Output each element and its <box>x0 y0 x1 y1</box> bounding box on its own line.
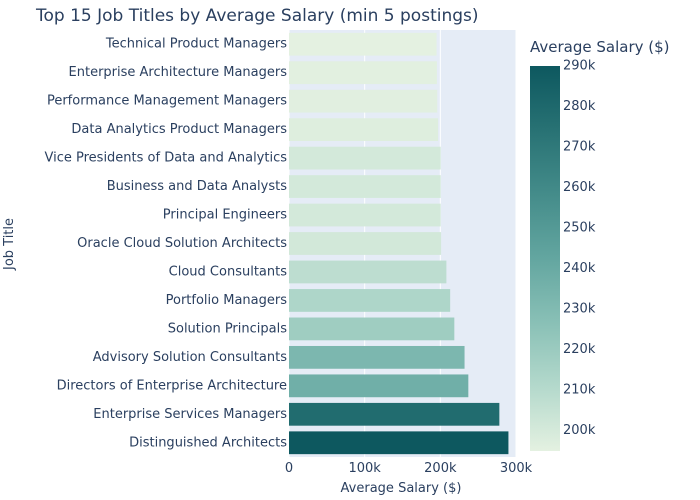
colorbar-tick-label: 210k <box>563 383 596 398</box>
y-tick-label: Vice Presidents of Data and Analytics <box>45 151 288 166</box>
bar <box>289 146 441 170</box>
y-tick-label: Portfolio Managers <box>166 293 288 308</box>
bar <box>289 374 469 398</box>
x-tick-labels: 0 100k 200k 300k <box>285 461 533 476</box>
colorbar-tick-label: 290k <box>563 59 596 74</box>
colorbar-tick-label: 260k <box>563 180 596 195</box>
colorbar-tick-labels: 200k 210k 220k 230k 240k 250k 260k 270k 280k 290k <box>563 59 596 439</box>
y-axis-label: Job Title <box>2 218 17 271</box>
x-tick-label: 300k <box>500 461 533 476</box>
y-tick-label: Distinguished Architects <box>129 435 287 450</box>
bar <box>289 431 509 455</box>
y-tick-label: Oracle Cloud Solution Architects <box>77 236 287 251</box>
bar <box>289 203 441 227</box>
x-axis-label: Average Salary ($) <box>341 481 462 496</box>
bar <box>289 118 439 142</box>
bars <box>289 32 509 455</box>
x-tick-label: 100k <box>348 461 381 476</box>
colorbar-title: Average Salary ($) <box>530 38 670 56</box>
chart-title: Top 15 Job Titles by Average Salary (min… <box>35 6 479 26</box>
y-tick-label: Directors of Enterprise Architecture <box>57 378 287 393</box>
x-tick-label: 200k <box>424 461 457 476</box>
y-tick-label: Performance Management Managers <box>47 94 287 109</box>
colorbar-tick-label: 250k <box>563 221 596 236</box>
y-tick-label: Technical Product Managers <box>105 37 287 52</box>
bar <box>289 345 465 369</box>
y-tick-label: Data Analytics Product Managers <box>71 122 287 137</box>
colorbar <box>530 66 560 451</box>
y-tick-label: Solution Principals <box>168 321 287 336</box>
colorbar-tick-label: 240k <box>563 261 596 276</box>
y-tick-label: Principal Engineers <box>163 208 287 223</box>
colorbar-tick-label: 280k <box>563 99 596 114</box>
colorbar-tick-label: 220k <box>563 342 596 357</box>
bar <box>289 289 451 312</box>
colorbar-tick-label: 270k <box>563 140 596 155</box>
y-tick-label: Cloud Consultants <box>169 264 288 279</box>
colorbar-tick-label: 230k <box>563 302 596 317</box>
y-tick-label: Business and Data Analysts <box>107 179 287 194</box>
bar <box>289 32 437 56</box>
y-tick-labels: Technical Product Managers Enterprise Arc… <box>45 37 288 451</box>
x-tick-label: 0 <box>285 461 293 476</box>
bar <box>289 89 438 113</box>
bar <box>289 61 437 85</box>
bar <box>289 175 441 198</box>
y-tick-label: Advisory Solution Consultants <box>93 350 288 365</box>
y-tick-label: Enterprise Architecture Managers <box>69 65 288 80</box>
y-tick-label: Enterprise Services Managers <box>93 407 287 422</box>
bar <box>289 260 447 284</box>
bar <box>289 232 442 255</box>
colorbar-tick-label: 200k <box>563 423 596 438</box>
bar <box>289 317 455 341</box>
bar <box>289 402 500 426</box>
